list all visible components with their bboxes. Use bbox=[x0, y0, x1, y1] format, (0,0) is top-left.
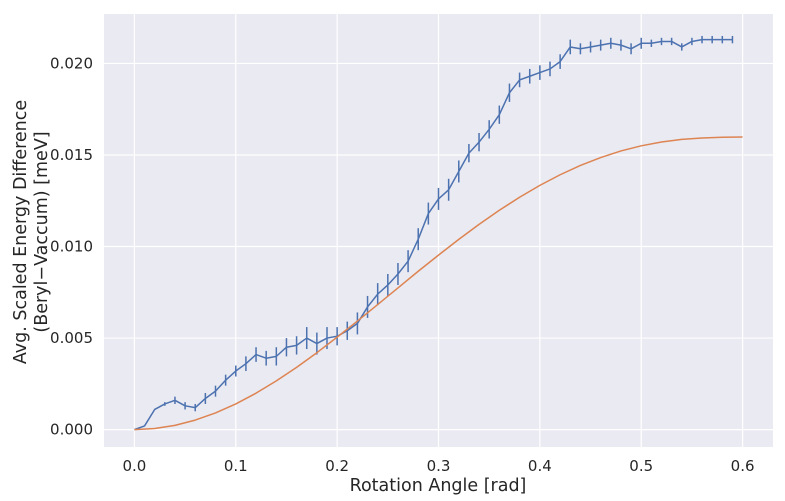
x-tick-label: 0.1 bbox=[224, 457, 248, 475]
errorbar-series bbox=[134, 35, 734, 431]
x-tick-label: 0.2 bbox=[325, 457, 349, 475]
x-tick-label: 0.6 bbox=[731, 457, 755, 475]
x-tick-label: 0.4 bbox=[528, 457, 552, 475]
y-tick-label: 0.010 bbox=[50, 238, 93, 256]
y-tick-labels: 0.000 0.005 0.010 0.015 0.020 bbox=[50, 54, 93, 438]
fit-curve-series bbox=[134, 136, 743, 431]
grid bbox=[104, 14, 773, 447]
y-tick-label: 0.015 bbox=[50, 146, 93, 164]
y-tick-label: 0.005 bbox=[50, 329, 93, 347]
y-tick-label: 0.020 bbox=[50, 54, 93, 72]
x-tick-label: 0.5 bbox=[629, 457, 653, 475]
x-axis-label: Rotation Angle [rad] bbox=[350, 476, 527, 496]
series-layer bbox=[134, 35, 743, 431]
x-tick-labels: 0.0 0.1 0.2 0.3 0.4 0.5 0.6 bbox=[122, 457, 754, 475]
y-tick-label: 0.000 bbox=[50, 421, 93, 439]
x-tick-label: 0.3 bbox=[427, 457, 451, 475]
y-axis-label-line-1: Avg. Scaled Energy Difference bbox=[11, 100, 31, 364]
x-tick-label: 0.0 bbox=[122, 457, 146, 475]
series-line bbox=[134, 38, 733, 431]
y-axis-label-line-2: (Beryl−Vaccum) [meV] bbox=[32, 131, 52, 332]
y-axis-label: Avg. Scaled Energy Difference (Beryl−Vac… bbox=[11, 100, 52, 364]
series-line bbox=[134, 136, 743, 431]
